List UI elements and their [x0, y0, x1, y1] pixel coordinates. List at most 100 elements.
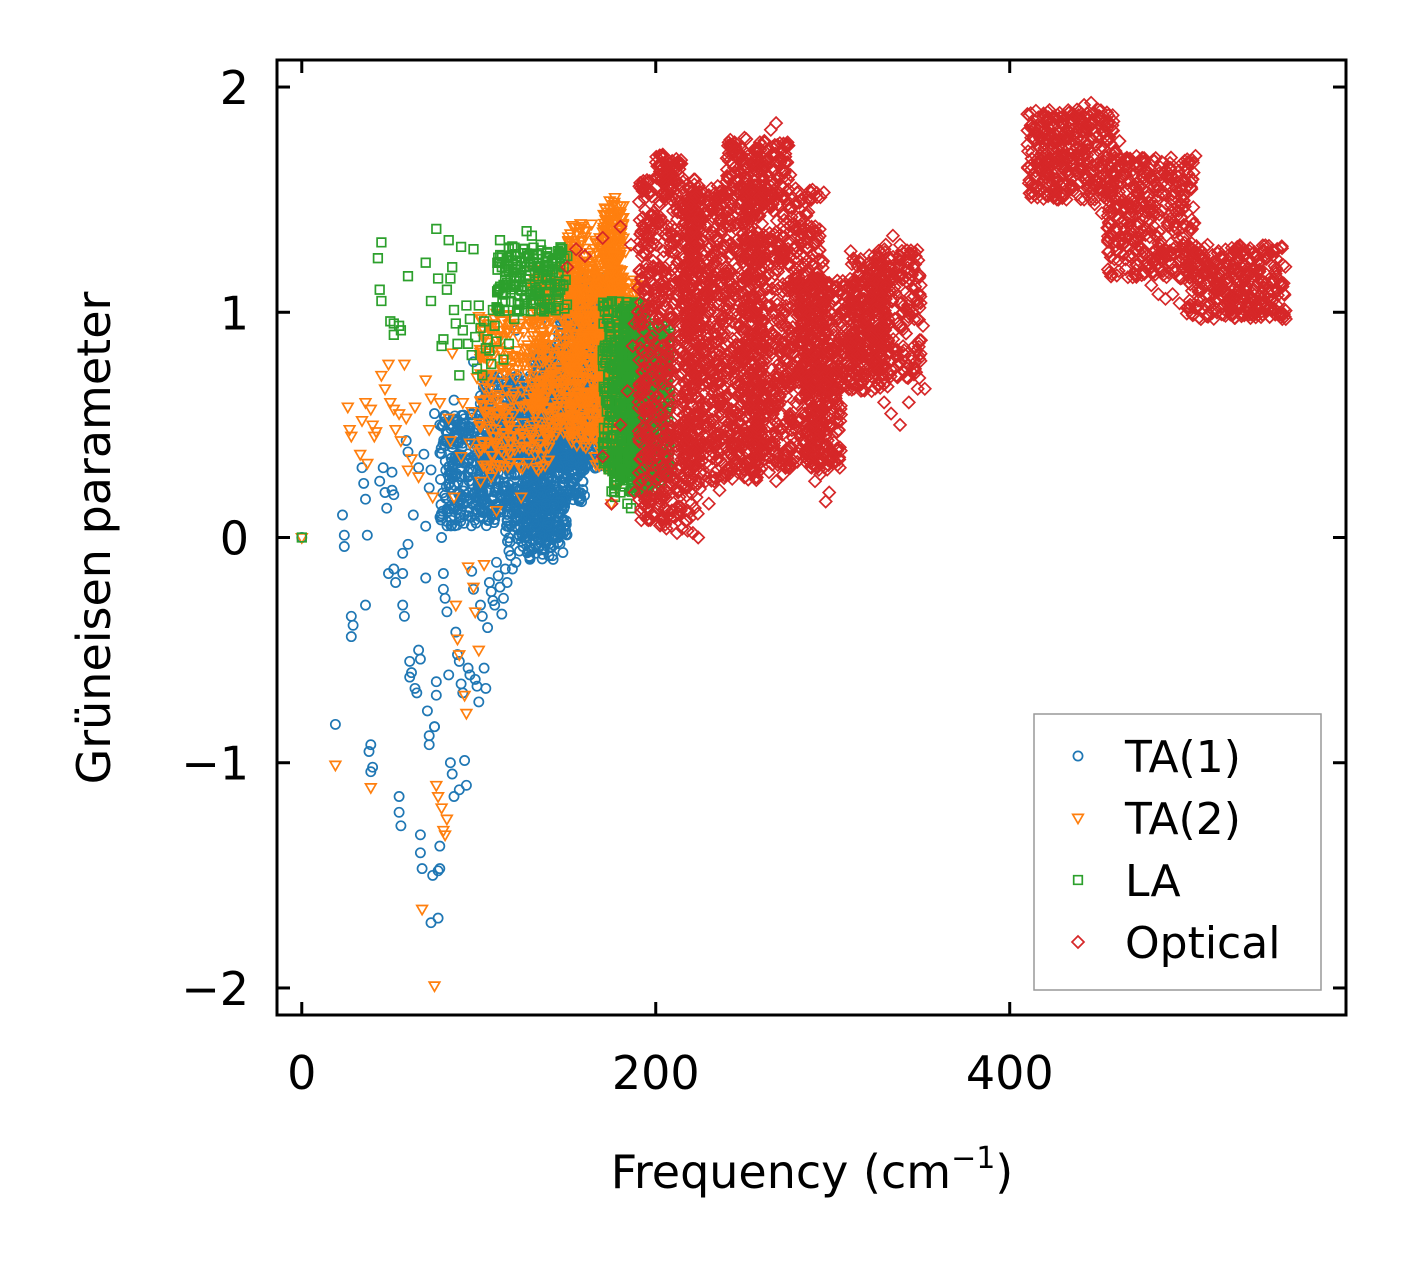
- data-point: [570, 440, 584, 453]
- data-point: [416, 863, 428, 875]
- data-point: [565, 437, 579, 450]
- data-point: [397, 359, 412, 372]
- data-point: [570, 484, 582, 496]
- data-point: [529, 342, 544, 355]
- data-point: [503, 362, 518, 375]
- data-point: [524, 552, 536, 564]
- data-point: [526, 442, 541, 454]
- data-point: [527, 503, 539, 515]
- data-point: [545, 315, 559, 328]
- data-point: [473, 421, 488, 434]
- data-point: [437, 568, 449, 579]
- data-point: [560, 322, 575, 334]
- data-point: [531, 331, 545, 344]
- data-point: [414, 829, 426, 841]
- data-point: [584, 219, 599, 232]
- data-point: [581, 333, 596, 346]
- data-point: [517, 429, 532, 442]
- data-point: [435, 514, 447, 526]
- data-point: [434, 863, 446, 875]
- data-point: [521, 536, 533, 548]
- data-point: [568, 454, 580, 465]
- data-point: [517, 380, 532, 393]
- data-point: [439, 455, 451, 467]
- data-point: [582, 262, 597, 274]
- data-point: [383, 397, 398, 410]
- data-point: [431, 792, 445, 804]
- data-point: [532, 345, 546, 358]
- data-point: [448, 791, 460, 802]
- data-point: [515, 428, 529, 440]
- data-point: [538, 532, 550, 543]
- data-point: [377, 462, 389, 474]
- data-point: [582, 416, 596, 429]
- data-point: [485, 586, 497, 598]
- data-point: [476, 610, 488, 622]
- data-point: [582, 247, 597, 260]
- data-point: [527, 395, 542, 408]
- data-point: [489, 514, 501, 525]
- data-point: [388, 563, 400, 575]
- data-point: [465, 464, 477, 476]
- data-point: [447, 463, 459, 475]
- data-point: [542, 324, 556, 337]
- data-point: [450, 626, 462, 638]
- data-point: [411, 472, 426, 485]
- data-point: [532, 318, 546, 330]
- data-point: [435, 473, 446, 485]
- data-point: [401, 465, 415, 478]
- data-point: [544, 488, 556, 500]
- data-point: [553, 394, 567, 407]
- data-point: [478, 662, 490, 674]
- data-point: [440, 492, 452, 504]
- data-point: [591, 406, 606, 418]
- data-point: [432, 865, 444, 877]
- data-point: [489, 460, 504, 472]
- data-point: [479, 394, 494, 407]
- data-point: [573, 376, 587, 389]
- data-point: [374, 370, 389, 383]
- data-point: [501, 577, 513, 588]
- data-point: [328, 760, 343, 773]
- data-point: [570, 412, 584, 424]
- data-point: [434, 447, 446, 459]
- data-point: [583, 315, 597, 328]
- data-point: [478, 505, 490, 516]
- data-point: [363, 746, 375, 757]
- data-point: [358, 477, 370, 489]
- data-point: [516, 343, 531, 356]
- data-point: [360, 493, 371, 505]
- data-point: [526, 370, 541, 383]
- data-point: [529, 463, 543, 475]
- data-point: [459, 708, 474, 721]
- data-point: [462, 466, 474, 478]
- data-point: [496, 377, 510, 390]
- data-point: [353, 449, 367, 462]
- data-point: [430, 689, 442, 701]
- data-point: [437, 583, 449, 595]
- data-point: [547, 385, 562, 397]
- data-point: [490, 409, 504, 422]
- data-point: [434, 803, 449, 816]
- data-point: [570, 425, 584, 438]
- data-points-layer: [295, 95, 1294, 994]
- data-point: [425, 492, 440, 505]
- data-point: [579, 226, 594, 238]
- data-point: [530, 335, 544, 348]
- data-point: [413, 462, 425, 474]
- data-point: [511, 357, 525, 370]
- data-point: [398, 610, 410, 622]
- data-point: [574, 345, 588, 357]
- data-point: [538, 355, 553, 368]
- data-point: [390, 577, 402, 588]
- data-point: [533, 534, 545, 546]
- data-point: [537, 548, 549, 560]
- data-point: [397, 599, 409, 611]
- data-point: [422, 424, 436, 437]
- data-point: [404, 655, 416, 667]
- data-point: [573, 284, 588, 297]
- data-point: [514, 502, 525, 514]
- data-point: [553, 506, 565, 518]
